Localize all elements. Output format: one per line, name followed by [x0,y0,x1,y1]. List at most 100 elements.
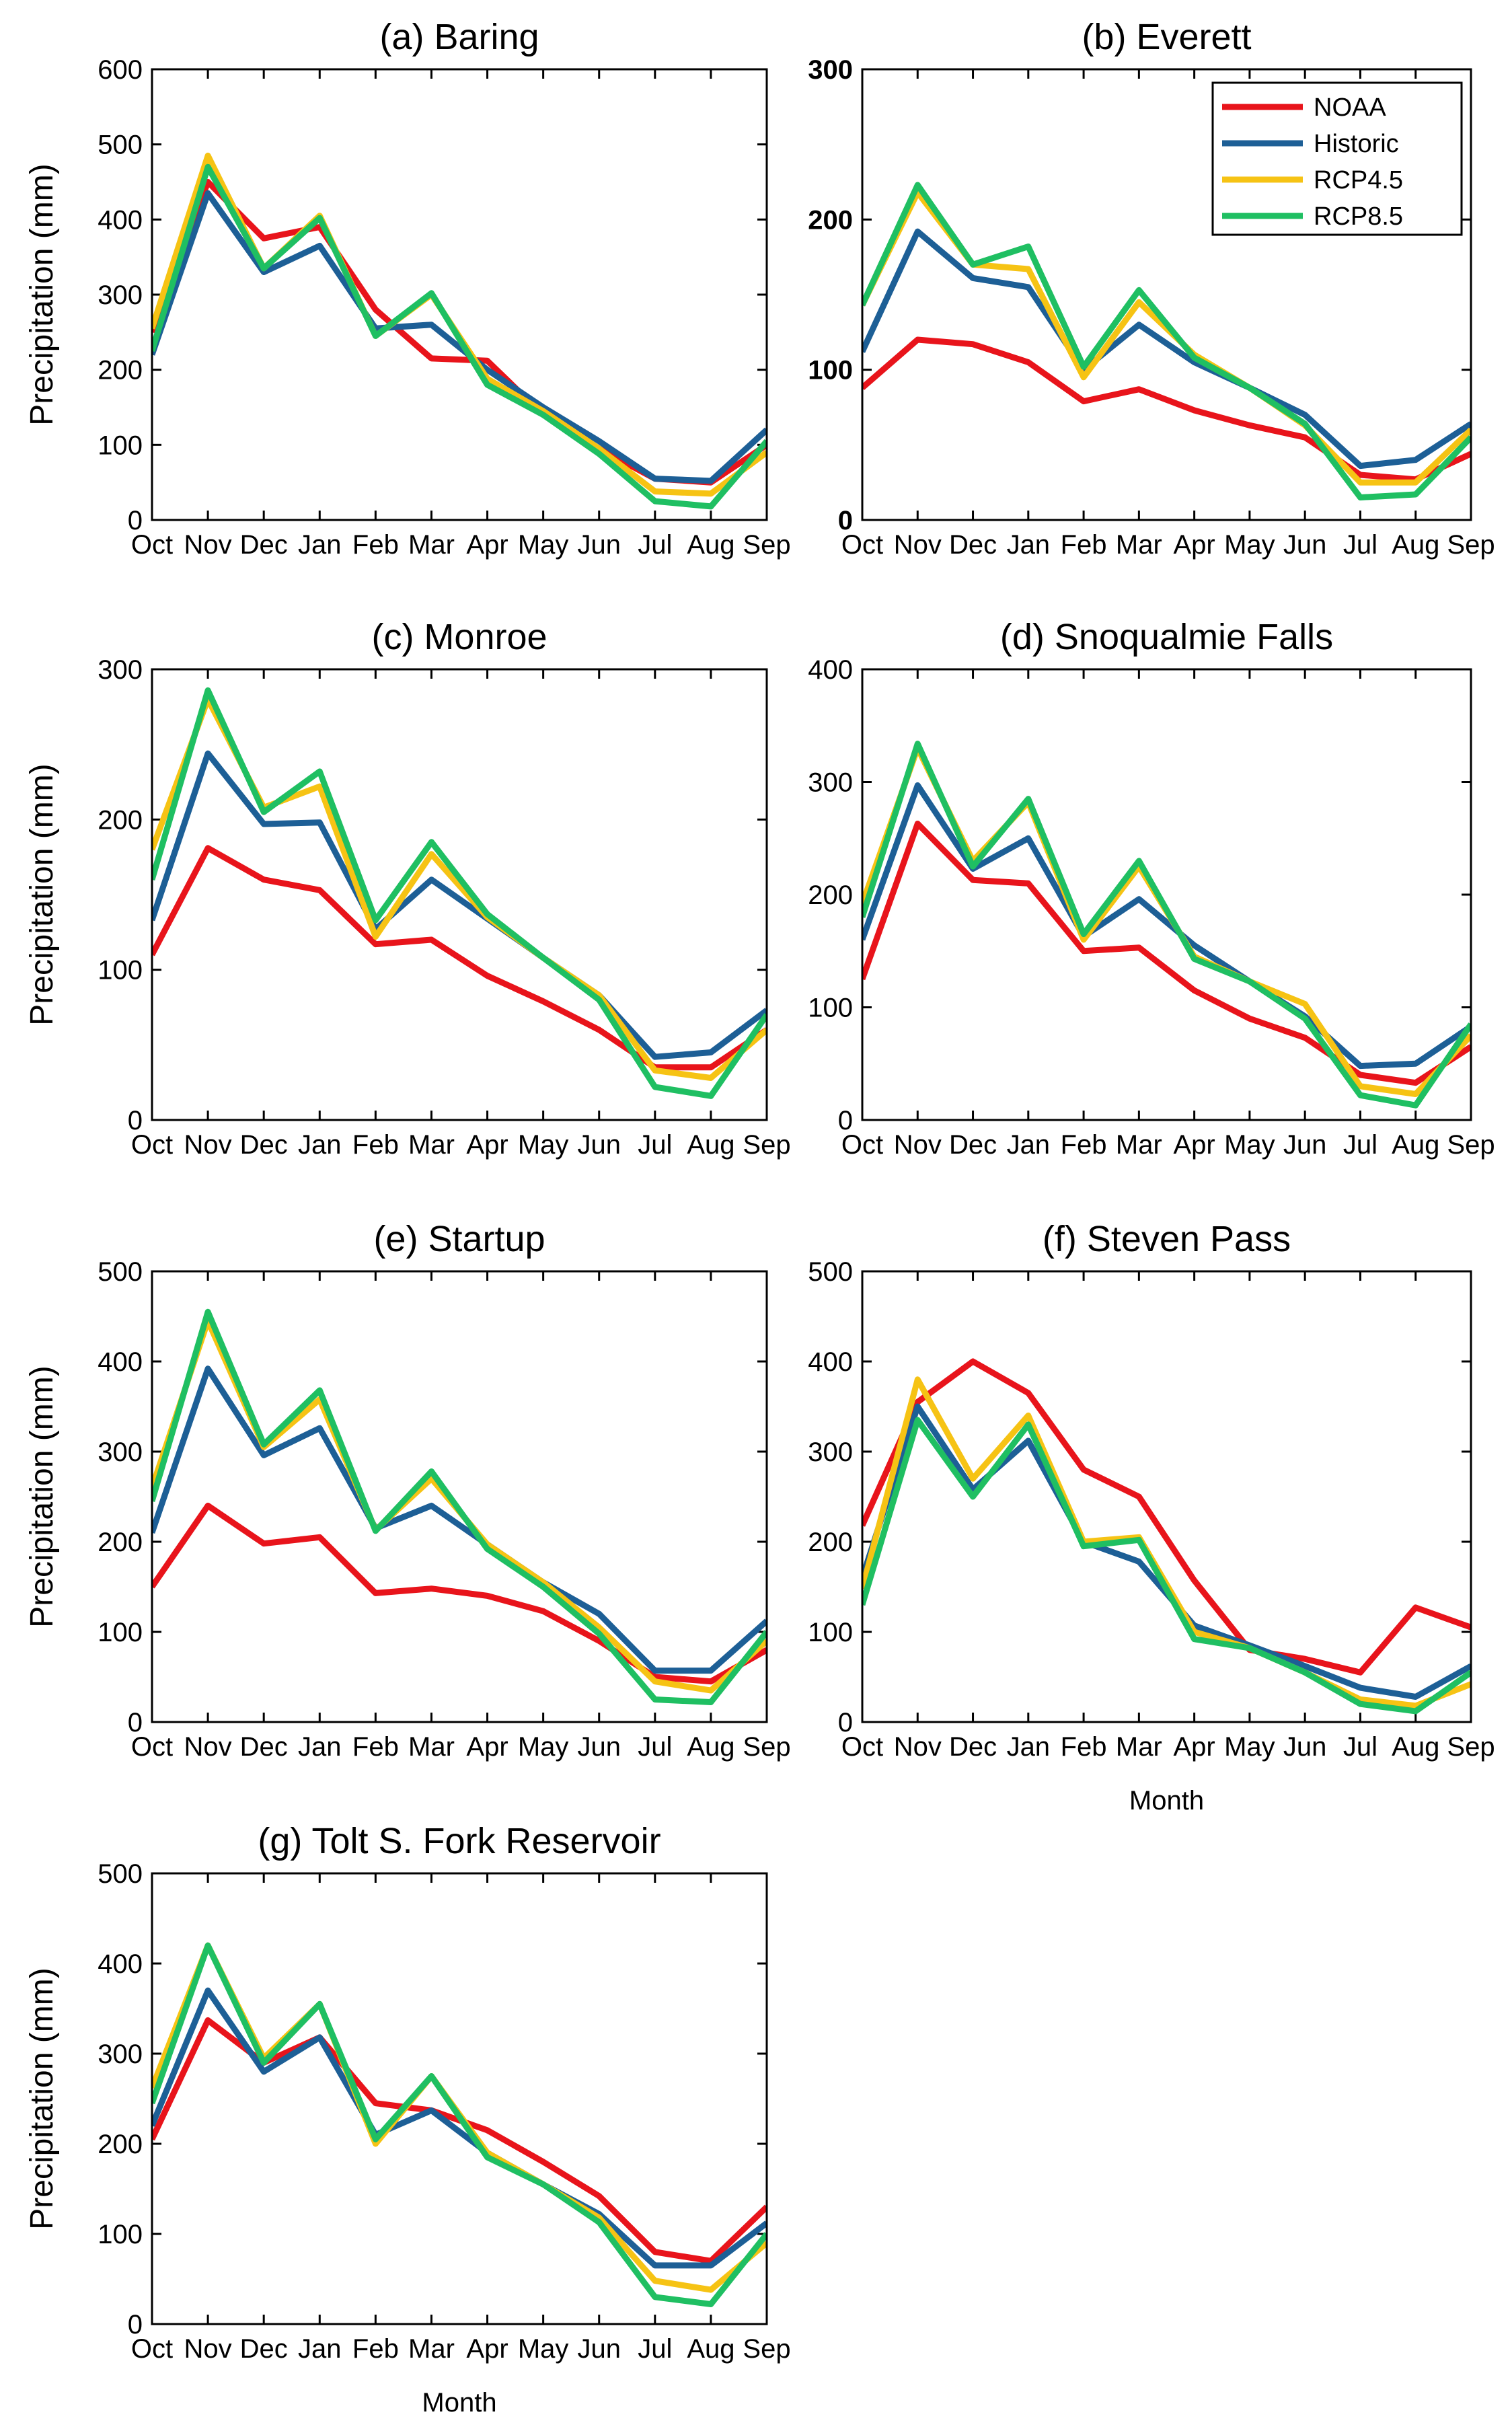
y-tick-label: 100 [98,1618,143,1647]
y-tick-label: 400 [98,1347,143,1377]
x-tick-label: Sep [743,530,790,560]
panel-f-steven-pass: (f) Steven Pass 0 100 200 300 400 500 Oct Nov Dec… [808,1219,1495,1816]
x-tick-label: Jan [298,1732,342,1762]
panel-d-snoqualmie-falls: (d) Snoqualmie Falls 0 100 200 300 400 Oct Nov D… [808,617,1495,1160]
x-tick-label: Apr [466,1130,508,1160]
x-tick-label: May [1224,530,1275,560]
x-tick-label: Mar [408,2334,455,2364]
y-tick-label: 400 [808,1347,853,1377]
series-line-rcp8-5 [152,687,767,1099]
chart-title: (g) Tolt S. Fork Reservoir [258,1821,660,1861]
x-tick-label: Aug [687,2334,734,2364]
series-line-rcp8-5 [152,1308,767,1705]
x-tick-label: Jun [577,1732,621,1762]
x-tick-label: May [518,1732,569,1762]
chart-title: (a) Baring [379,17,539,57]
x-tick-label: Jul [638,2334,672,2364]
y-tick-label: 0 [128,1106,143,1135]
y-tick-label: 100 [808,994,853,1023]
x-tick-label: Jul [638,1130,672,1160]
x-tick-label: Mar [408,1130,455,1160]
y-tick-label: 300 [808,55,853,85]
x-tick-label: Feb [352,2334,399,2364]
x-tick-label: Jun [577,2334,621,2364]
y-tick-label: 200 [98,2130,143,2159]
y-tick-label: 100 [808,356,853,385]
x-tick-label: Oct [131,530,173,560]
x-tick-label: May [518,1130,569,1160]
x-tick-label: Feb [1061,1732,1107,1762]
x-tick-label: Oct [131,2334,173,2364]
x-tick-label: Oct [131,1732,173,1762]
x-tick-label: Jan [1007,1130,1051,1160]
plot-frame [151,68,768,521]
x-tick-label: Apr [466,1732,508,1762]
y-tick-label: 400 [98,205,143,235]
y-tick-label: 500 [808,1257,853,1287]
legend-label-rcp8-5: RCP8.5 [1314,202,1403,231]
y-tick-label: 0 [128,2310,143,2340]
series-line-noaa [862,821,1471,1086]
y-tick-label: 0 [838,1708,853,1737]
x-tick-label: Aug [687,530,734,560]
chart-title: (b) Everett [1082,17,1251,57]
x-tick-label: May [518,530,569,560]
y-axis-label: Precipitation (mm) [24,763,60,1025]
y-tick-label: 300 [98,2040,143,2069]
legend: NOAA Historic RCP4.5 RCP8.5 [1211,81,1463,236]
x-tick-label: Dec [949,530,997,560]
chart-title: (f) Steven Pass [1043,1219,1291,1259]
series-line-noaa [862,1358,1471,1676]
x-tick-label: Feb [1061,530,1107,560]
x-tick-label: Jul [638,1732,672,1762]
series-line-historic [152,1366,767,1674]
series-line-rcp8-5 [152,1942,767,2307]
x-tick-label: Dec [240,1130,288,1160]
x-tick-label: Dec [240,530,288,560]
x-tick-label: Jun [1283,530,1327,560]
y-tick-label: 300 [98,655,143,685]
x-tick-label: Aug [1392,530,1439,560]
x-tick-label: Jun [1283,1732,1327,1762]
y-tick-label: 0 [838,1106,853,1135]
y-tick-label: 200 [808,205,853,235]
y-tick-label: 0 [128,506,143,535]
series-line-noaa [152,1502,767,1685]
x-tick-label: Apr [1174,1130,1215,1160]
x-tick-label: Feb [352,1130,399,1160]
x-tick-label: Mar [408,1732,455,1762]
x-axis-label: Month [1129,1786,1204,1816]
panel-g-tolt-s-fork-reservoir: (g) Tolt S. Fork Reservoir 0 100 200 300 400 5… [24,1821,791,2418]
x-tick-label: Apr [1174,530,1215,560]
x-tick-label: Jul [1343,530,1377,560]
x-tick-label: Aug [687,1732,734,1762]
x-tick-label: Apr [1174,1732,1215,1762]
x-axis-label: Month [422,2388,496,2418]
x-tick-label: Sep [743,1130,790,1160]
x-tick-label: Nov [184,530,232,560]
series-line-rcp8-5 [862,741,1471,1109]
x-tick-label: Nov [894,1732,942,1762]
legend-label-historic: Historic [1314,130,1399,158]
y-axis-label: Precipitation (mm) [24,163,60,425]
y-tick-label: 300 [808,768,853,798]
x-tick-label: May [1224,1732,1275,1762]
series-line-historic [152,190,767,484]
x-tick-label: Mar [1116,1732,1162,1762]
x-tick-label: Jan [298,2334,342,2364]
x-tick-label: Sep [743,2334,790,2364]
x-tick-label: Oct [841,1732,883,1762]
y-tick-label: 300 [98,280,143,310]
x-tick-label: Jan [1007,530,1051,560]
x-tick-label: Oct [841,1130,883,1160]
chart-title: (c) Monroe [371,617,547,657]
plot-frame [861,1270,1472,1723]
y-tick-label: 500 [98,130,143,160]
x-tick-label: Nov [894,1130,942,1160]
x-tick-label: Dec [949,1732,997,1762]
x-tick-label: Oct [131,1130,173,1160]
y-tick-label: 0 [838,506,853,535]
x-tick-label: Mar [408,530,455,560]
y-tick-label: 200 [808,881,853,910]
panel-a-baring: (a) Baring 0 100 200 300 400 500 600 Oct Nov Dec Ja… [24,17,791,560]
